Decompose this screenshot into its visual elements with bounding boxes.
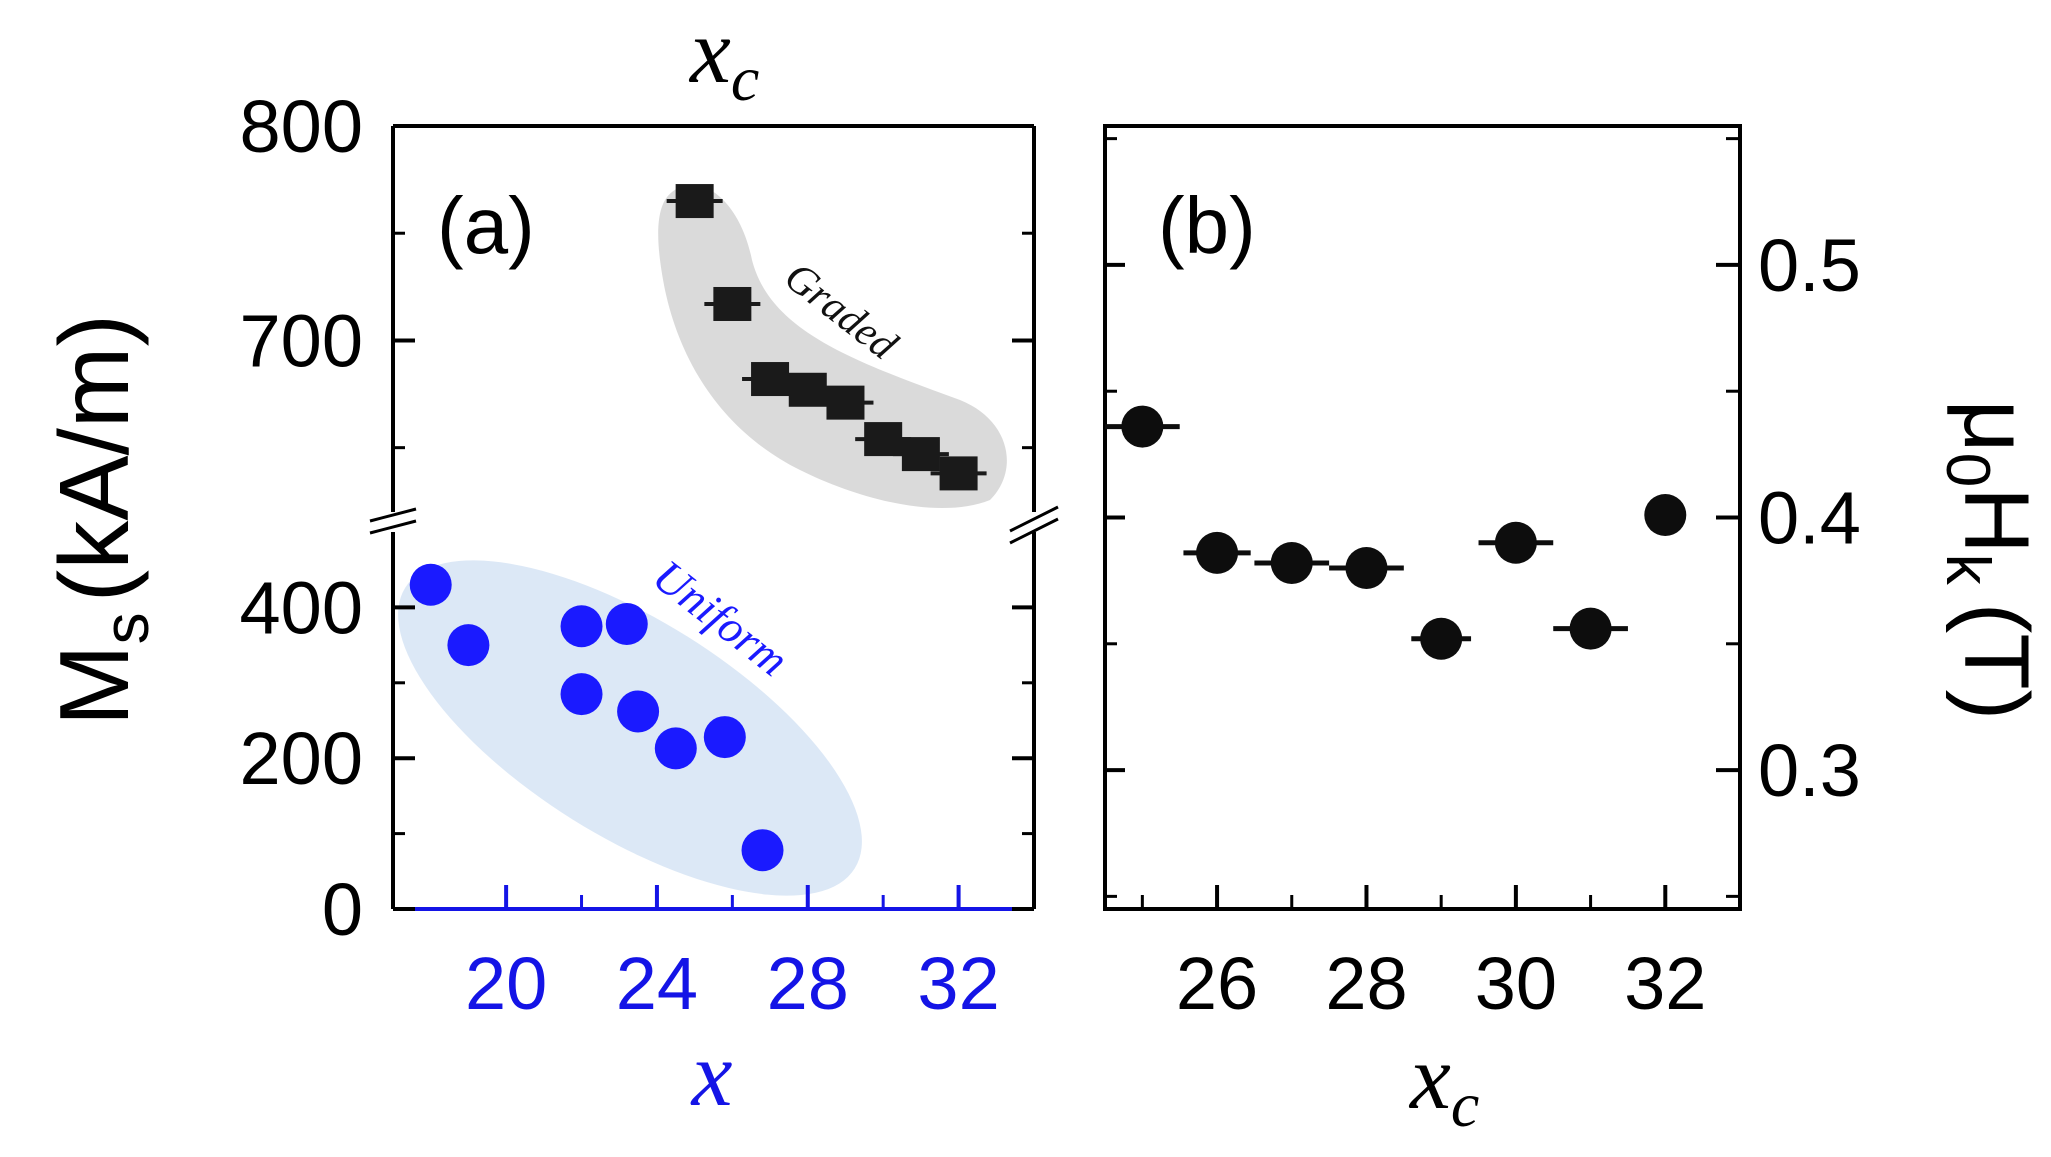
panel-a-right-axis-break (1009, 505, 1059, 545)
panel-b-xlabel-main: x (1408, 1026, 1451, 1128)
panel-a-ylabel-main: M (39, 644, 149, 726)
panel-a-label: (a) (437, 181, 535, 270)
panel-a-bottom-xlabel: x (690, 1023, 733, 1125)
panel-a-top-xlabel-main: x (688, 0, 731, 102)
panel-b-ticks (1105, 137, 1740, 909)
uniform-point (409, 563, 452, 606)
uniform-point (560, 673, 603, 716)
uniform-point (605, 602, 648, 645)
panel-b-point (1196, 531, 1239, 574)
uniform-point (447, 624, 490, 667)
panel-b-point (1569, 607, 1612, 650)
panel-a-top-xlabel: xc (688, 0, 759, 114)
panel-b-xlabel-sub: c (1451, 1069, 1479, 1140)
graded-point (939, 456, 978, 491)
panel-b-ytick-label: 0.5 (1758, 224, 1861, 307)
panel-a-ytick-label: 800 (240, 85, 363, 168)
panel-b-xtick-label: 28 (1325, 942, 1407, 1025)
panel-b-point (1270, 541, 1313, 584)
graded-point (713, 286, 752, 321)
panel-b-ylabel-units: (T) (1945, 603, 2047, 720)
uniform-point (654, 727, 697, 770)
panel-a-top-xlabel-sub: c (731, 43, 759, 114)
uniform-point (560, 605, 603, 648)
panel-a-ytick-label: 0 (322, 868, 363, 951)
panel-b-xtick-label: 32 (1624, 942, 1706, 1025)
panel-b-label: (b) (1158, 181, 1256, 270)
panel-b-point (1494, 521, 1537, 564)
graded-point (864, 422, 903, 457)
uniform-point (703, 716, 746, 759)
panel-a-ticks (393, 124, 1034, 911)
panel-b-ylabel: μ0Hk (T) (1933, 400, 2047, 720)
panel-a-ytick-label: 400 (240, 566, 363, 649)
panel-b-xtick-label: 26 (1176, 942, 1258, 1025)
panel-b-point (1345, 547, 1388, 590)
panel-a-ylabel-sub: s (90, 612, 162, 644)
graded-point (901, 437, 940, 472)
panel-a-ylabel-units: (kA/m) (39, 314, 149, 603)
graded-point (826, 385, 865, 420)
uniform-point (617, 690, 660, 733)
panel-a-xtick-label: 32 (917, 942, 999, 1025)
panel-a-xtick-label: 24 (616, 942, 698, 1025)
panel-b-xtick-label: 30 (1475, 942, 1557, 1025)
panel-a-points (409, 184, 987, 872)
panel-a-ylabel: Ms (kA/m) (39, 314, 162, 726)
panel-b-point (1644, 493, 1687, 536)
panel-b-ylabel-sub0: 0 (1933, 453, 2002, 487)
panel-b-point (1420, 617, 1463, 660)
graded-point (675, 184, 714, 219)
panel-a-tick-labels: 0 200 400 700 800 20 24 28 32 (240, 85, 1000, 1025)
panel-b-points (1105, 405, 1687, 660)
panel-b-ylabel-H: H (1945, 487, 2047, 553)
graded-shaded-region (658, 184, 1007, 509)
panel-a-ytick-label: 700 (240, 299, 363, 382)
panel-b: 26 28 30 32 0.3 0.4 0.5 (b) xc μ0Hk (T) (1103, 124, 2047, 1140)
panel-b-xlabel: xc (1408, 1026, 1479, 1140)
panel-b-ylabel-subk: k (1933, 554, 2002, 586)
uniform-point (741, 829, 784, 872)
panel-b-point (1121, 405, 1164, 448)
panel-a-xtick-label: 20 (465, 942, 547, 1025)
panel-b-ytick-label: 0.4 (1758, 477, 1861, 560)
panel-a-ytick-label: 200 (240, 717, 363, 800)
panel-b-ylabel-mu: μ (1945, 400, 2047, 453)
panel-a-left-axis-break (369, 507, 417, 535)
panel-b-ytick-label: 0.3 (1758, 729, 1861, 812)
panel-b-tick-labels: 26 28 30 32 0.3 0.4 0.5 (1176, 224, 1861, 1025)
panel-a-xtick-label: 28 (767, 942, 849, 1025)
